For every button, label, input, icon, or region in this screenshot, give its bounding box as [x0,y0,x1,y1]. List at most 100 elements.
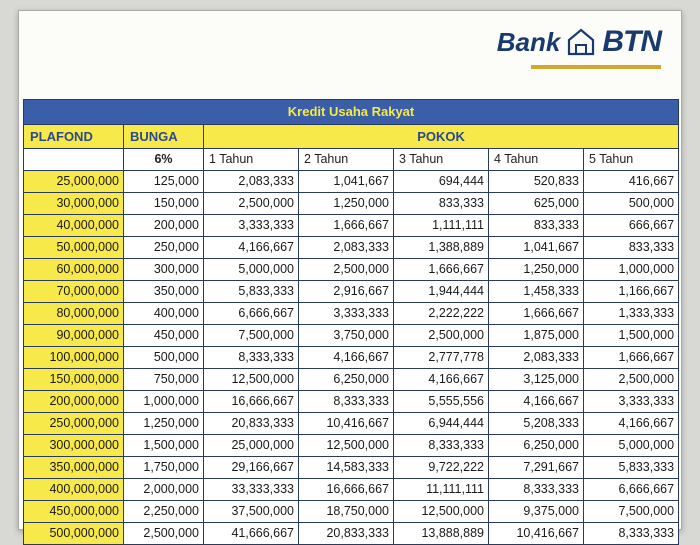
cell-pokok: 2,083,333 [489,347,584,369]
cell-pokok: 2,083,333 [299,237,394,259]
table-row: 40,000,000200,0003,333,3331,666,6671,111… [24,215,679,237]
cell-pokok: 833,333 [394,193,489,215]
cell-pokok: 833,333 [489,215,584,237]
cell-plafond: 200,000,000 [24,391,124,413]
cell-pokok: 4,166,667 [204,237,299,259]
cell-pokok: 500,000 [584,193,679,215]
cell-pokok: 8,333,333 [204,347,299,369]
cell-pokok: 6,250,000 [489,435,584,457]
col-period-4: 4 Tahun [489,149,584,171]
table-row: 500,000,0002,500,00041,666,66720,833,333… [24,523,679,545]
cell-pokok: 6,666,667 [204,303,299,325]
cell-pokok: 5,833,333 [584,457,679,479]
table-title-row: Kredit Usaha Rakyat [24,100,679,125]
table-row: 100,000,000500,0008,333,3334,166,6672,77… [24,347,679,369]
cell-pokok: 1,666,667 [489,303,584,325]
cell-pokok: 1,333,333 [584,303,679,325]
cell-bunga: 250,000 [124,237,204,259]
cell-pokok: 13,888,889 [394,523,489,545]
cell-pokok: 1,666,667 [394,259,489,281]
cell-pokok: 12,500,000 [394,501,489,523]
cell-bunga: 400,000 [124,303,204,325]
cell-bunga: 200,000 [124,215,204,237]
cell-pokok: 10,416,667 [299,413,394,435]
cell-pokok: 6,666,667 [584,479,679,501]
col-bunga: BUNGA [124,124,204,149]
cell-bunga: 500,000 [124,347,204,369]
cell-pokok: 2,916,667 [299,281,394,303]
cell-pokok: 2,500,000 [394,325,489,347]
cell-pokok: 1,875,000 [489,325,584,347]
cell-bunga: 300,000 [124,259,204,281]
table-header-row-1: PLAFOND BUNGA POKOK [24,124,679,149]
cell-bunga: 1,250,000 [124,413,204,435]
cell-pokok: 12,500,000 [204,369,299,391]
cell-pokok: 7,291,667 [489,457,584,479]
table-row: 30,000,000150,0002,500,0001,250,000833,3… [24,193,679,215]
cell-pokok: 4,166,667 [489,391,584,413]
cell-pokok: 20,833,333 [299,523,394,545]
cell-pokok: 25,000,000 [204,435,299,457]
cell-bunga: 2,250,000 [124,501,204,523]
table-row: 80,000,000400,0006,666,6673,333,3332,222… [24,303,679,325]
cell-pokok: 5,555,556 [394,391,489,413]
cell-pokok: 18,750,000 [299,501,394,523]
cell-pokok: 1,458,333 [489,281,584,303]
cell-pokok: 3,125,000 [489,369,584,391]
cell-plafond: 60,000,000 [24,259,124,281]
cell-pokok: 8,333,333 [299,391,394,413]
cell-plafond: 450,000,000 [24,501,124,523]
cell-pokok: 666,667 [584,215,679,237]
col-period-5: 5 Tahun [584,149,679,171]
cell-pokok: 9,722,222 [394,457,489,479]
cell-pokok: 3,333,333 [584,391,679,413]
cell-pokok: 16,666,667 [299,479,394,501]
cell-pokok: 11,111,111 [394,479,489,501]
cell-pokok: 1,388,889 [394,237,489,259]
logo-bank-text: Bank [497,27,561,58]
cell-plafond: 350,000,000 [24,457,124,479]
cell-pokok: 6,944,444 [394,413,489,435]
table-row: 400,000,0002,000,00033,333,33316,666,667… [24,479,679,501]
cell-pokok: 33,333,333 [204,479,299,501]
logo-btn-text: BTN [602,25,661,59]
cell-pokok: 7,500,000 [584,501,679,523]
cell-plafond: 80,000,000 [24,303,124,325]
cell-pokok: 1,666,667 [584,347,679,369]
cell-pokok: 12,500,000 [299,435,394,457]
cell-plafond: 100,000,000 [24,347,124,369]
table-row: 150,000,000750,00012,500,0006,250,0004,1… [24,369,679,391]
cell-pokok: 416,667 [584,171,679,193]
cell-pokok: 8,333,333 [394,435,489,457]
table-title: Kredit Usaha Rakyat [24,100,679,125]
cell-plafond: 150,000,000 [24,369,124,391]
table-row: 50,000,000250,0004,166,6672,083,3331,388… [24,237,679,259]
col-period-1: 1 Tahun [204,149,299,171]
cell-bunga: 125,000 [124,171,204,193]
cell-pokok: 1,250,000 [489,259,584,281]
cell-bunga: 450,000 [124,325,204,347]
cell-pokok: 1,041,667 [299,171,394,193]
cell-pokok: 3,333,333 [299,303,394,325]
table-row: 450,000,0002,250,00037,500,00018,750,000… [24,501,679,523]
cell-pokok: 4,166,667 [584,413,679,435]
cell-pokok: 3,333,333 [204,215,299,237]
cell-pokok: 2,500,000 [299,259,394,281]
cell-bunga: 2,000,000 [124,479,204,501]
table-header-row-2: 6% 1 Tahun 2 Tahun 3 Tahun 4 Tahun 5 Tah… [24,149,679,171]
col-plafond: PLAFOND [24,124,124,149]
cell-pokok: 2,083,333 [204,171,299,193]
cell-pokok: 4,166,667 [394,369,489,391]
cell-pokok: 1,250,000 [299,193,394,215]
cell-pokok: 8,333,333 [489,479,584,501]
col-pokok: POKOK [204,124,679,149]
house-icon [566,27,596,57]
cell-pokok: 14,583,333 [299,457,394,479]
cell-plafond: 90,000,000 [24,325,124,347]
cell-plafond: 40,000,000 [24,215,124,237]
table-row: 90,000,000450,0007,500,0003,750,0002,500… [24,325,679,347]
cell-pokok: 1,666,667 [299,215,394,237]
cell-plafond: 30,000,000 [24,193,124,215]
loan-table: Kredit Usaha Rakyat PLAFOND BUNGA POKOK … [23,99,679,545]
cell-pokok: 694,444 [394,171,489,193]
